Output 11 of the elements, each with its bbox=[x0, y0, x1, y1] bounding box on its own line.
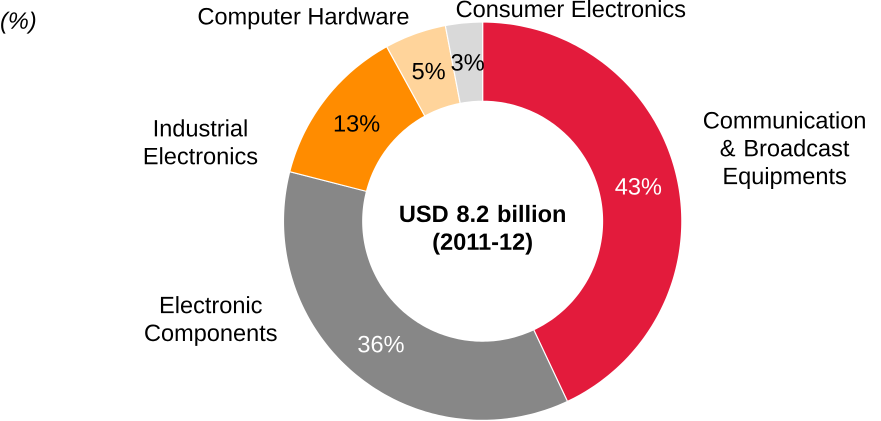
slice-label: Industrial Electronics bbox=[144, 119, 258, 164]
slice-label: Electronic Components bbox=[145, 296, 277, 346]
slice-label: Computer Hardware bbox=[198, 7, 408, 30]
data-label: 36% bbox=[358, 336, 404, 353]
chart-subtitle: (%) bbox=[1, 12, 36, 34]
data-label: 13% bbox=[334, 115, 380, 132]
slice-label: Communication & Broadcast Equipments bbox=[704, 111, 865, 189]
text: USD 8.2 billion (2011-12) bbox=[400, 204, 565, 255]
slice-label: Consumer Electronics bbox=[456, 0, 686, 18]
data-label: 43% bbox=[615, 178, 662, 195]
data-label: 5% bbox=[412, 62, 445, 80]
